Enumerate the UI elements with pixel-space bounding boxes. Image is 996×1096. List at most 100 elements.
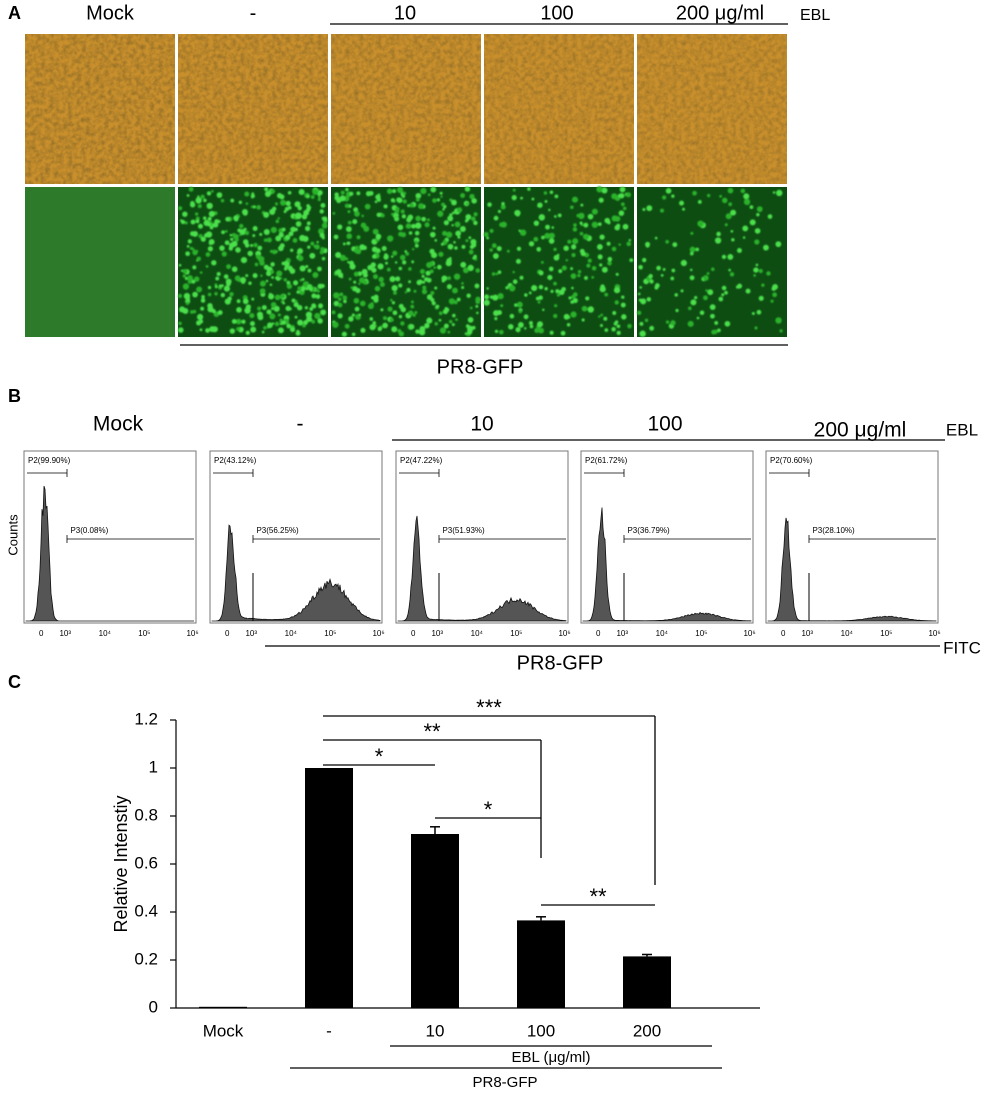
cell (779, 329, 783, 333)
cell (554, 194, 559, 199)
cell (274, 202, 279, 206)
cell (411, 260, 415, 264)
brightfield-texture (178, 34, 328, 184)
cell (538, 327, 545, 334)
cell (645, 243, 650, 248)
cell (742, 236, 746, 239)
cell (218, 284, 222, 288)
cell (364, 203, 371, 210)
cell (375, 233, 382, 240)
cell (573, 298, 578, 303)
cell (449, 198, 453, 202)
cell (638, 264, 643, 270)
cell (220, 292, 226, 298)
cell (233, 215, 239, 221)
cell (355, 245, 359, 250)
cell (547, 274, 553, 281)
cell (721, 254, 727, 260)
cell (705, 289, 708, 292)
cell (727, 253, 734, 260)
cell (242, 298, 249, 305)
cell (265, 279, 269, 283)
gate-label: P3(28.10%) (812, 526, 855, 535)
cell (194, 212, 199, 216)
cell (527, 187, 531, 191)
cell (471, 198, 477, 204)
cell (321, 256, 326, 261)
x-tick-label: 10 (426, 1021, 445, 1040)
cell (483, 299, 490, 306)
cell (211, 260, 217, 266)
fluorescent-cells (331, 186, 481, 337)
cell (716, 231, 721, 237)
cell (425, 270, 431, 276)
cell (245, 330, 250, 335)
cell (431, 301, 436, 306)
cell (432, 198, 437, 203)
brightfield-texture (331, 34, 481, 184)
cell (763, 244, 769, 251)
cell (292, 237, 298, 243)
cell (584, 276, 588, 280)
cell (290, 226, 297, 233)
cell (308, 317, 312, 321)
cell (674, 293, 678, 297)
cell (709, 304, 716, 310)
cell (353, 207, 359, 213)
cell (654, 283, 660, 288)
cell (500, 204, 506, 210)
cell (373, 274, 379, 280)
cell (253, 242, 258, 248)
cell (250, 205, 254, 209)
cell (208, 239, 215, 245)
cell (380, 213, 385, 218)
cell (365, 190, 372, 197)
x-tick-label: 100 (527, 1021, 555, 1040)
gate-label: P2(61.72%) (585, 456, 628, 465)
fluorescent-cells (483, 186, 634, 336)
cell (724, 290, 728, 295)
cell (583, 222, 589, 228)
x-tick-label: 10⁵ (324, 629, 336, 638)
cell (207, 292, 212, 297)
cell (392, 310, 398, 316)
cell (570, 267, 574, 271)
cell (296, 221, 301, 227)
cell (376, 212, 381, 218)
cell (538, 214, 545, 221)
cell (250, 244, 254, 248)
cell (751, 311, 755, 316)
cell (194, 276, 200, 282)
cell (255, 254, 261, 260)
cell (337, 302, 343, 308)
cell (257, 245, 263, 251)
cell (185, 251, 190, 257)
cell (299, 265, 306, 272)
cell (500, 221, 507, 228)
cell (302, 235, 309, 242)
cell (573, 240, 577, 244)
cell (670, 320, 676, 326)
cell (665, 239, 669, 244)
cell (277, 313, 281, 317)
cell (554, 304, 558, 308)
x-tick-label: 10⁴ (99, 629, 112, 638)
cell (581, 305, 588, 312)
significance-label: ** (589, 884, 607, 909)
cell (424, 322, 430, 329)
gate-label: P3(51.93%) (442, 526, 485, 535)
cell (469, 193, 475, 200)
cell (374, 285, 381, 292)
cell (621, 295, 625, 299)
cell (359, 300, 366, 307)
cell (342, 295, 348, 301)
cell (207, 246, 213, 252)
gate-label: P3(0.08%) (70, 526, 108, 535)
cell (244, 191, 250, 197)
cell (447, 243, 454, 250)
cell (512, 279, 518, 285)
cell (447, 276, 452, 281)
cell (489, 248, 493, 252)
cell (473, 212, 478, 217)
cell (548, 232, 555, 239)
